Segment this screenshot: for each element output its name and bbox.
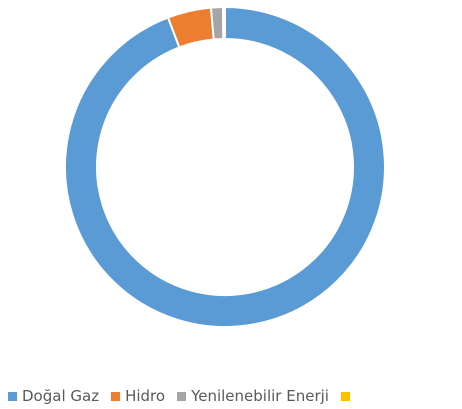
- chart: [64, 5, 386, 328]
- legend-item: Yenilenebilir Enerji: [177, 384, 329, 408]
- donut-segment: [64, 5, 386, 328]
- legend: Doğal Gaz Hidro Yenilenebilir Enerji: [8, 384, 462, 408]
- legend-swatch: [111, 391, 121, 401]
- donut-segment: [209, 6, 225, 41]
- legend-item: Hidro: [111, 384, 165, 408]
- legend-item: [340, 384, 355, 408]
- legend-swatch: [340, 391, 350, 401]
- legend-item: Doğal Gaz: [8, 384, 99, 408]
- legend-swatch: [177, 391, 187, 401]
- legend-label: Yenilenebilir Enerji: [191, 387, 329, 405]
- donut-segment: [221, 5, 226, 41]
- legend-label: Hidro: [125, 387, 166, 405]
- legend-swatch: [8, 391, 17, 401]
- legend-label: Doğal Gaz: [22, 387, 100, 405]
